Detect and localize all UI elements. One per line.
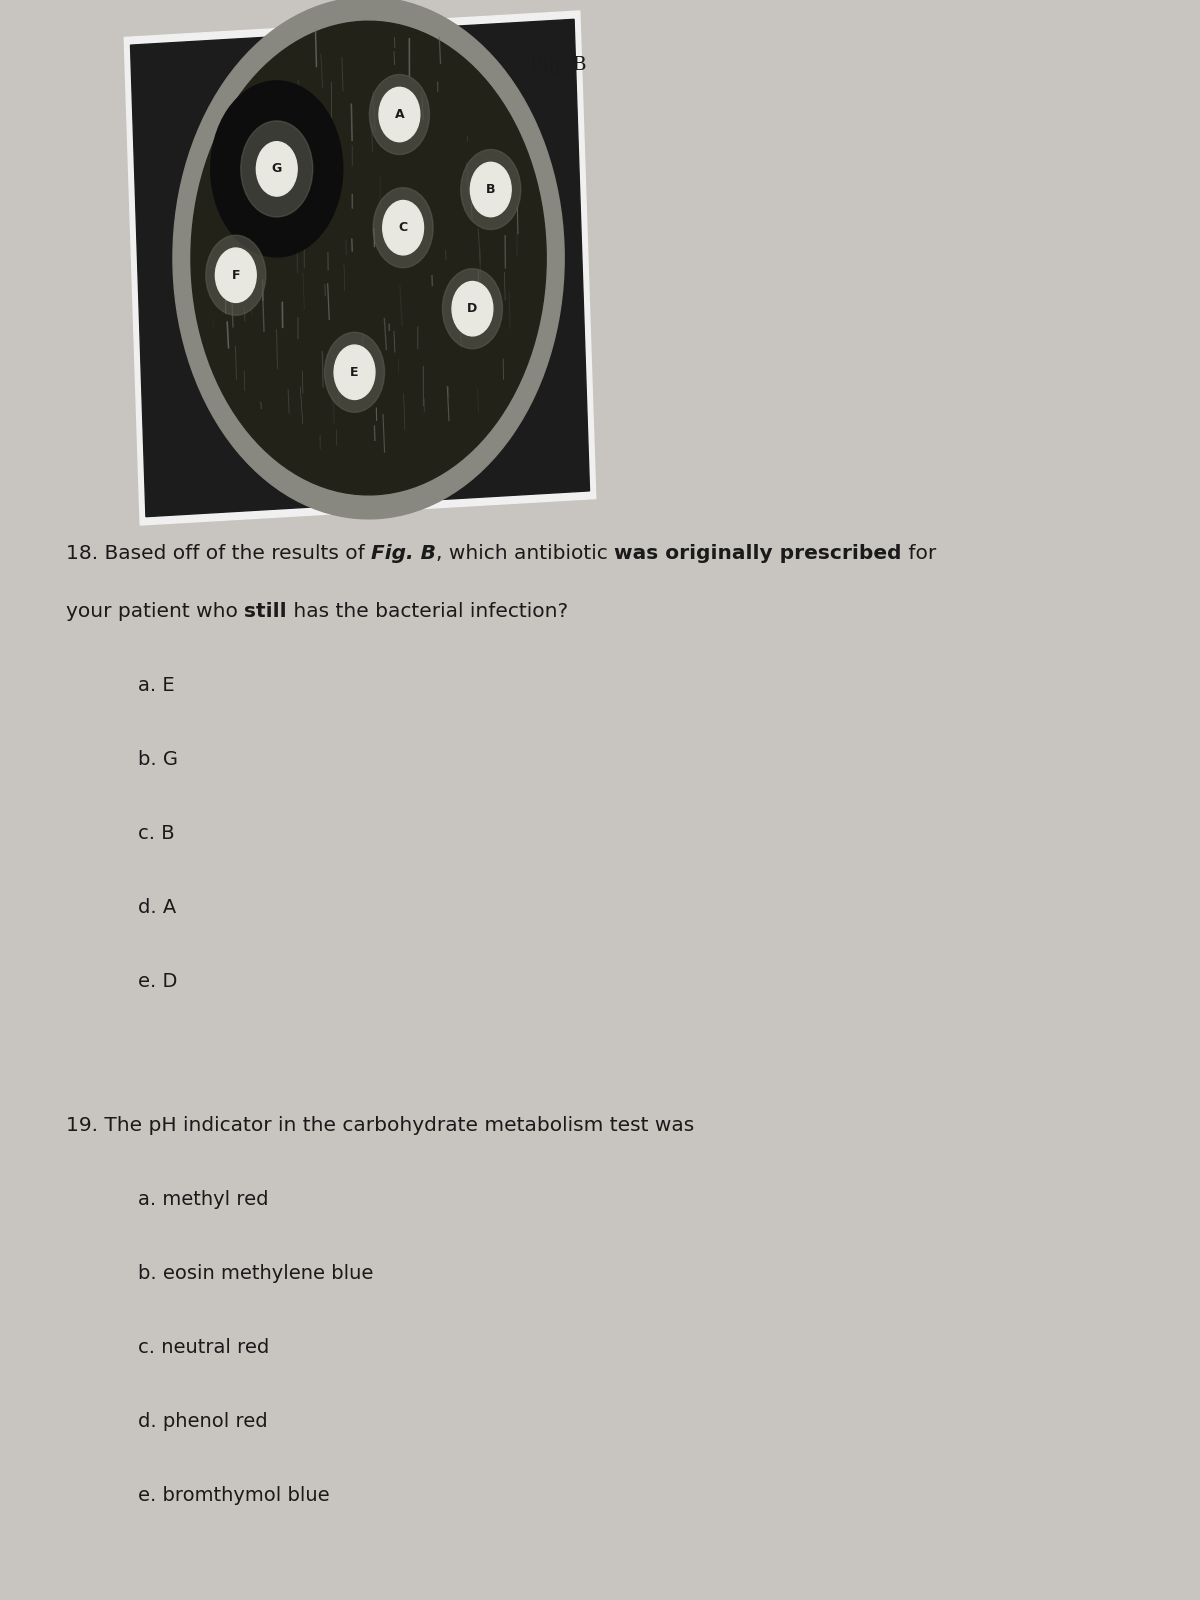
Circle shape bbox=[443, 269, 503, 349]
Circle shape bbox=[191, 21, 546, 494]
Text: e. bromthymol blue: e. bromthymol blue bbox=[138, 1486, 330, 1504]
Circle shape bbox=[452, 282, 493, 336]
Text: E: E bbox=[350, 366, 359, 379]
Text: d. A: d. A bbox=[138, 898, 176, 917]
Circle shape bbox=[173, 0, 564, 518]
Circle shape bbox=[470, 162, 511, 216]
Circle shape bbox=[211, 82, 343, 258]
Circle shape bbox=[257, 142, 298, 197]
Text: b. eosin methylene blue: b. eosin methylene blue bbox=[138, 1264, 373, 1283]
Circle shape bbox=[324, 333, 384, 413]
Text: b. G: b. G bbox=[138, 750, 178, 770]
Text: still: still bbox=[245, 602, 287, 621]
Circle shape bbox=[379, 88, 420, 142]
Text: C: C bbox=[398, 221, 408, 234]
Bar bbox=[125, 11, 595, 525]
Circle shape bbox=[461, 149, 521, 229]
Text: Fig. B: Fig. B bbox=[529, 56, 587, 74]
Text: for: for bbox=[901, 544, 936, 563]
Circle shape bbox=[205, 235, 265, 315]
Text: your patient who: your patient who bbox=[66, 602, 245, 621]
Text: , which antibiotic: , which antibiotic bbox=[436, 544, 614, 563]
Text: was originally prescribed: was originally prescribed bbox=[614, 544, 901, 563]
Text: D: D bbox=[467, 302, 478, 315]
Circle shape bbox=[370, 75, 430, 155]
Text: 18. Based off of the results of: 18. Based off of the results of bbox=[66, 544, 371, 563]
Text: a. E: a. E bbox=[138, 675, 175, 694]
Text: c. neutral red: c. neutral red bbox=[138, 1338, 269, 1357]
Text: e. D: e. D bbox=[138, 971, 178, 990]
Circle shape bbox=[215, 248, 256, 302]
Text: A: A bbox=[395, 109, 404, 122]
Circle shape bbox=[334, 346, 374, 400]
Circle shape bbox=[373, 187, 433, 267]
Circle shape bbox=[383, 200, 424, 254]
Text: G: G bbox=[271, 163, 282, 176]
Text: c. B: c. B bbox=[138, 824, 175, 843]
Text: 19. The pH indicator in the carbohydrate metabolism test was: 19. The pH indicator in the carbohydrate… bbox=[66, 1117, 695, 1134]
Bar bbox=[131, 19, 589, 517]
Text: B: B bbox=[486, 182, 496, 197]
Text: has the bacterial infection?: has the bacterial infection? bbox=[287, 602, 568, 621]
Text: d. phenol red: d. phenol red bbox=[138, 1411, 268, 1430]
Text: Fig. B: Fig. B bbox=[371, 544, 436, 563]
Text: a. methyl red: a. methyl red bbox=[138, 1190, 269, 1210]
Circle shape bbox=[241, 122, 313, 218]
Text: F: F bbox=[232, 269, 240, 282]
